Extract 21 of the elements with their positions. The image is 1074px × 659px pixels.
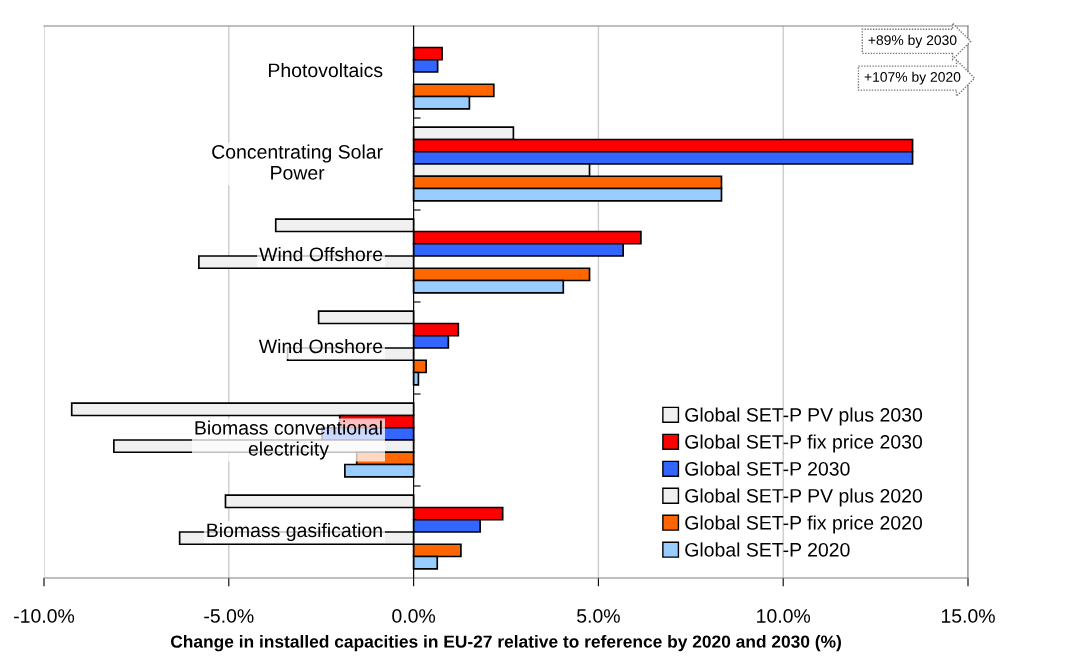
x-tick-label: 10.0% bbox=[757, 609, 811, 623]
legend-label: Global SET-P fix price 2020 bbox=[685, 515, 923, 534]
legend-label: Global SET-P 2030 bbox=[685, 461, 850, 476]
legend-label: Global SET-P PV plus 2020 bbox=[685, 488, 923, 507]
legend-label: Global SET-P fix price 2030 bbox=[685, 434, 923, 453]
annotation: +107% by 2020 bbox=[864, 71, 961, 85]
x-tick-label: 5.0% bbox=[577, 609, 620, 623]
x-tick-label: -5.0% bbox=[204, 609, 254, 623]
y-tick-label: Wind Onshore bbox=[258, 338, 383, 354]
x-tick-label: -10.0% bbox=[14, 609, 75, 623]
y-tick-label: Wind Offshore bbox=[259, 246, 383, 262]
annotation: +89% by 2030 bbox=[868, 34, 957, 48]
y-tick-label: Photovoltaics bbox=[268, 62, 383, 78]
y-tick-label: Concentrating Solar Power bbox=[212, 144, 383, 180]
y-tick-label: Biomass conventional electricity bbox=[195, 420, 382, 460]
x-tick-label: 15.0% bbox=[941, 609, 995, 623]
legend-label: Global SET-P 2020 bbox=[685, 542, 850, 557]
x-axis-title: Change in installed capacities in EU-27 relative to reference by 2020 and 2030 (%) bbox=[170, 635, 841, 652]
legend-label: Global SET-P PV plus 2030 bbox=[685, 407, 923, 426]
x-tick-label: 0.0% bbox=[392, 609, 436, 623]
y-tick-label: Biomass gasification bbox=[207, 522, 382, 542]
